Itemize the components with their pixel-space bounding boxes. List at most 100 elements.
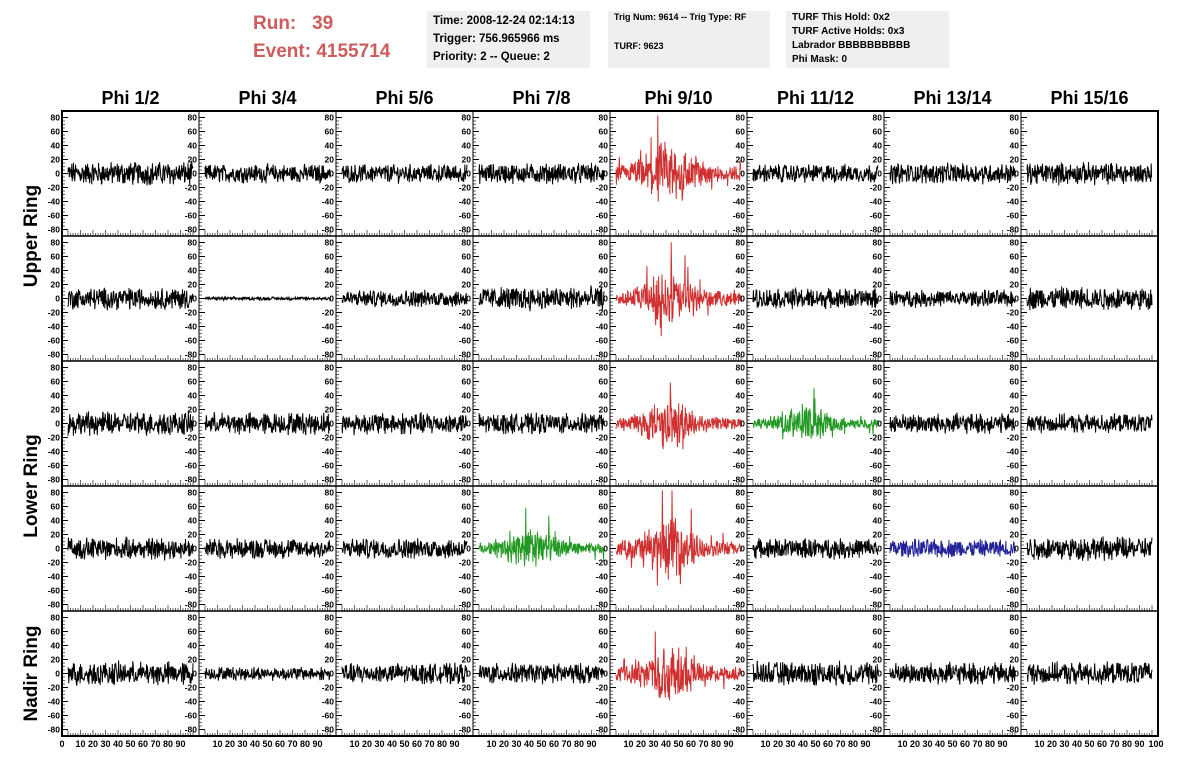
y-tick-label: -80 bbox=[48, 475, 61, 485]
y-tick-label: 0 bbox=[192, 544, 197, 554]
y-tick-label: -80 bbox=[1007, 350, 1020, 360]
y-tick-label: 60 bbox=[736, 377, 746, 387]
panel-r2-c6: 80 60 40 20 0 -20 -40 -60 -80 bbox=[733, 238, 879, 361]
column-header-2: Phi 3/4 bbox=[238, 88, 296, 108]
y-tick-label: 0 bbox=[603, 419, 608, 429]
y-tick-label: 80 bbox=[736, 113, 746, 123]
turf-text: TURF: 9623 bbox=[614, 41, 664, 51]
time-text: Time: 2008-12-24 02:14:13 bbox=[433, 15, 575, 27]
turf-active-holds-text: TURF Active Holds: 0x3 bbox=[792, 26, 905, 37]
y-tick-label: -80 bbox=[596, 350, 609, 360]
y-tick-label: 20 bbox=[736, 280, 746, 290]
x-tick-label: 10 bbox=[486, 739, 496, 749]
y-tick-label: -80 bbox=[459, 600, 472, 610]
panel-r1-c7: 80 60 40 20 0 -20 -40 -60 -80 bbox=[870, 113, 1016, 236]
labrador-text: Labrador BBBBBBBBBB bbox=[792, 40, 911, 51]
waveform-trace bbox=[752, 538, 879, 560]
y-tick-label: -40 bbox=[733, 572, 746, 582]
y-tick-label: -60 bbox=[1007, 586, 1020, 596]
y-tick-label: 0 bbox=[55, 294, 60, 304]
x-tick-label: 60 bbox=[1097, 739, 1107, 749]
x-tick-label: 60 bbox=[686, 739, 696, 749]
y-tick-label: -60 bbox=[596, 711, 609, 721]
waveform-trace bbox=[752, 163, 879, 183]
y-tick-label: 40 bbox=[325, 266, 335, 276]
x-tick-label: 80 bbox=[437, 739, 447, 749]
trig-num-text: Trig Num: 9614 -- Trig Type: RF bbox=[614, 12, 747, 22]
column-header-5: Phi 9/10 bbox=[644, 88, 712, 108]
y-tick-label: -20 bbox=[870, 308, 883, 318]
y-tick-label: 60 bbox=[325, 502, 335, 512]
y-tick-label: 40 bbox=[188, 641, 198, 651]
y-tick-label: -40 bbox=[1007, 197, 1020, 207]
y-tick-label: 60 bbox=[51, 127, 61, 137]
y-tick-label: 20 bbox=[1010, 280, 1020, 290]
waveform-trace bbox=[478, 412, 605, 435]
waveform-trace bbox=[615, 382, 742, 450]
y-tick-label: 60 bbox=[599, 127, 609, 137]
y-tick-label: 40 bbox=[462, 391, 472, 401]
x-tick-label: 10 bbox=[623, 739, 633, 749]
panel-r1-c1: 80 60 40 20 0 -20 -40 -60 -80 bbox=[48, 113, 194, 236]
y-tick-label: 20 bbox=[873, 655, 883, 665]
y-tick-label: 0 bbox=[55, 669, 60, 679]
x-tick-label: 70 bbox=[698, 739, 708, 749]
y-tick-label: 0 bbox=[192, 294, 197, 304]
panel-r4-c4: 80 60 40 20 0 -20 -40 -60 -80 bbox=[459, 488, 605, 611]
y-tick-label: -20 bbox=[596, 558, 609, 568]
x-tick-label: 60 bbox=[275, 739, 285, 749]
y-tick-label: 0 bbox=[1014, 419, 1019, 429]
y-tick-label: 60 bbox=[325, 127, 335, 137]
run-label: Run: bbox=[253, 13, 297, 34]
y-tick-label: -20 bbox=[322, 683, 335, 693]
y-tick-label: -40 bbox=[596, 572, 609, 582]
y-tick-label: -40 bbox=[322, 447, 335, 457]
x-tick-label: 90 bbox=[997, 739, 1007, 749]
x-tick-label: 50 bbox=[673, 739, 683, 749]
y-tick-label: 40 bbox=[462, 641, 472, 651]
panel-r2-c5: 80 60 40 20 0 -20 -40 -60 -80 bbox=[596, 238, 742, 361]
y-tick-label: 80 bbox=[736, 363, 746, 373]
y-tick-label: -20 bbox=[185, 683, 198, 693]
column-header-1: Phi 1/2 bbox=[101, 88, 159, 108]
y-tick-label: 40 bbox=[1010, 641, 1020, 651]
y-tick-label: -40 bbox=[48, 697, 61, 707]
y-tick-label: 0 bbox=[877, 419, 882, 429]
y-tick-label: 40 bbox=[325, 391, 335, 401]
x-tick-label: 20 bbox=[910, 739, 920, 749]
y-tick-label: 40 bbox=[51, 141, 61, 151]
y-tick-label: -80 bbox=[185, 225, 198, 235]
panel-r3-c3: 80 60 40 20 0 -20 -40 -60 -80 bbox=[322, 363, 468, 486]
y-tick-label: 20 bbox=[462, 655, 472, 665]
y-tick-label: 20 bbox=[188, 655, 198, 665]
y-tick-label: -60 bbox=[48, 711, 61, 721]
y-tick-label: -20 bbox=[48, 433, 61, 443]
y-tick-label: 20 bbox=[325, 530, 335, 540]
y-tick-label: 80 bbox=[462, 363, 472, 373]
x-tick-label: 40 bbox=[250, 739, 260, 749]
y-tick-label: -40 bbox=[48, 572, 61, 582]
waveform-trace bbox=[889, 661, 1016, 685]
column-header-3: Phi 5/6 bbox=[375, 88, 433, 108]
column-header-7: Phi 13/14 bbox=[913, 88, 991, 108]
y-tick-label: 20 bbox=[1010, 530, 1020, 540]
y-tick-label: -80 bbox=[459, 725, 472, 735]
y-tick-label: 80 bbox=[51, 488, 61, 498]
waveform-trace bbox=[752, 388, 879, 440]
waveform-trace bbox=[67, 287, 194, 311]
y-tick-label: -60 bbox=[185, 711, 198, 721]
x-tick-label: 80 bbox=[848, 739, 858, 749]
y-tick-label: -80 bbox=[870, 350, 883, 360]
y-tick-label: 20 bbox=[188, 530, 198, 540]
x-tick-label: 10 bbox=[349, 739, 359, 749]
x-tick-label: 30 bbox=[1059, 739, 1069, 749]
x-tick-label: 20 bbox=[1047, 739, 1057, 749]
waveform-trace bbox=[889, 538, 1016, 558]
y-tick-label: -80 bbox=[1007, 600, 1020, 610]
panel-r1-c4: 80 60 40 20 0 -20 -40 -60 -80 bbox=[459, 113, 605, 236]
y-tick-label: -40 bbox=[322, 197, 335, 207]
y-tick-label: 20 bbox=[599, 405, 609, 415]
y-tick-label: 40 bbox=[188, 266, 198, 276]
panel-r4-c8: 80 60 40 20 0 -20 -40 -60 -80 bbox=[1007, 488, 1153, 611]
y-tick-label: 80 bbox=[188, 113, 198, 123]
